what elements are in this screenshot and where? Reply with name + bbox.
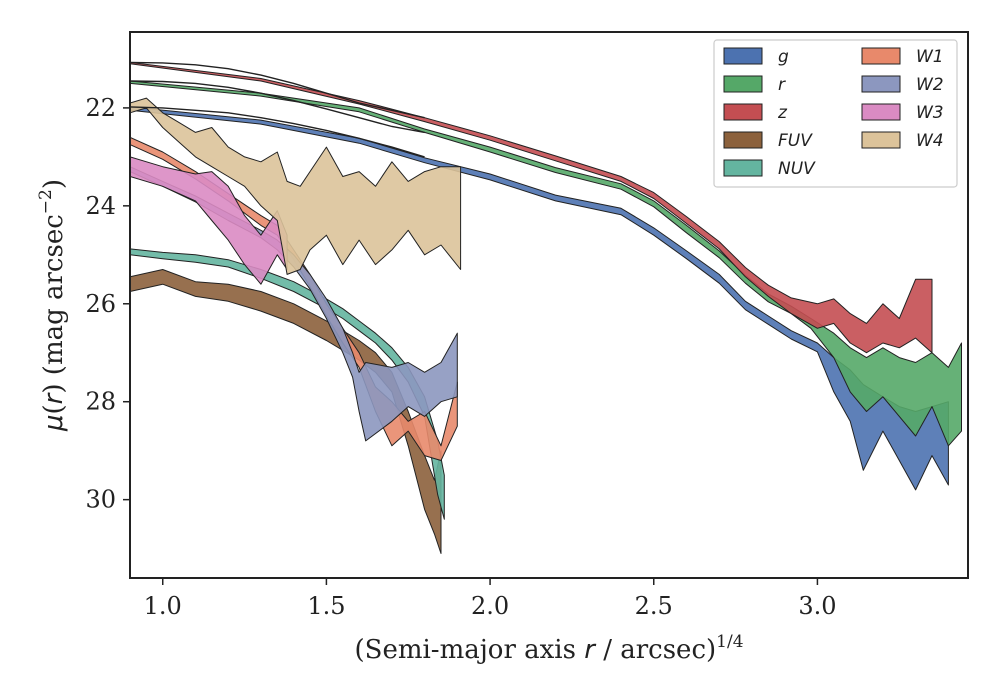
legend-label: W1 [916,47,944,67]
x-tick-label: 1.5 [307,592,345,620]
legend-label: r [778,75,786,95]
legend-item-fuv: FUV [723,131,813,151]
x-tick-label: 2.5 [635,592,673,620]
legend-swatch [861,131,901,149]
legend-item-nuv: NUV [723,159,816,179]
legend-swatch [861,47,901,65]
legend-swatch [723,159,763,177]
legend-label: W2 [916,75,944,95]
legend-swatch [861,75,901,93]
legend-item-w4: W4 [861,131,944,151]
y-tick-label: 26 [85,290,116,318]
y-axis: 22 24 26 28 30 [85,94,130,514]
band-g [130,106,949,491]
x-tick-label: 2.0 [471,592,509,620]
legend-swatch [723,103,763,121]
legend-label: W3 [916,103,944,123]
legend-swatch [723,47,763,65]
legend-item-z: z [723,103,788,123]
y-tick-label: 28 [85,388,116,416]
reference-line-1 [130,61,425,119]
plot-area [129,31,969,579]
legend-item-r: r [723,75,786,95]
legend-label: g [778,47,789,67]
y-tick-label: 30 [85,486,116,514]
y-tick-label: 22 [85,94,116,122]
legend-item-w3: W3 [861,103,944,123]
x-tick-label: 1.0 [144,592,182,620]
legend-item-g: g [723,47,789,67]
legend-label: NUV [778,159,816,179]
legend: grz FUV NUV W1 W2 W3 W4 [713,39,958,188]
reference-lines [130,61,425,158]
y-axis-title: μ(r) (mag arcsec−2) [36,179,69,432]
band-fuv [130,269,442,554]
legend-label: FUV [778,131,813,151]
legend-swatch [723,75,763,93]
legend-item-w1: W1 [861,47,944,67]
band-w4 [130,97,462,275]
legend-items: grz FUV NUV W1 W2 W3 W4 [723,47,944,179]
legend-swatch [861,103,901,121]
band-z [130,61,933,354]
reference-line-3 [130,106,425,158]
series-bands [130,61,962,554]
legend-item-w2: W2 [861,75,944,95]
legend-swatch [723,131,763,149]
y-tick-label: 24 [85,192,116,220]
reference-line-2 [130,80,425,134]
x-axis-title: (Semi-major axis r / arcsec)1/4 [354,632,743,665]
legend-label: z [777,103,788,123]
plot-frame [129,31,969,579]
legend-label: W4 [916,131,944,151]
x-tick-label: 3.0 [798,592,836,620]
x-axis: 1.0 1.5 2.0 2.5 3.0 [144,578,837,620]
band-r [130,80,962,447]
